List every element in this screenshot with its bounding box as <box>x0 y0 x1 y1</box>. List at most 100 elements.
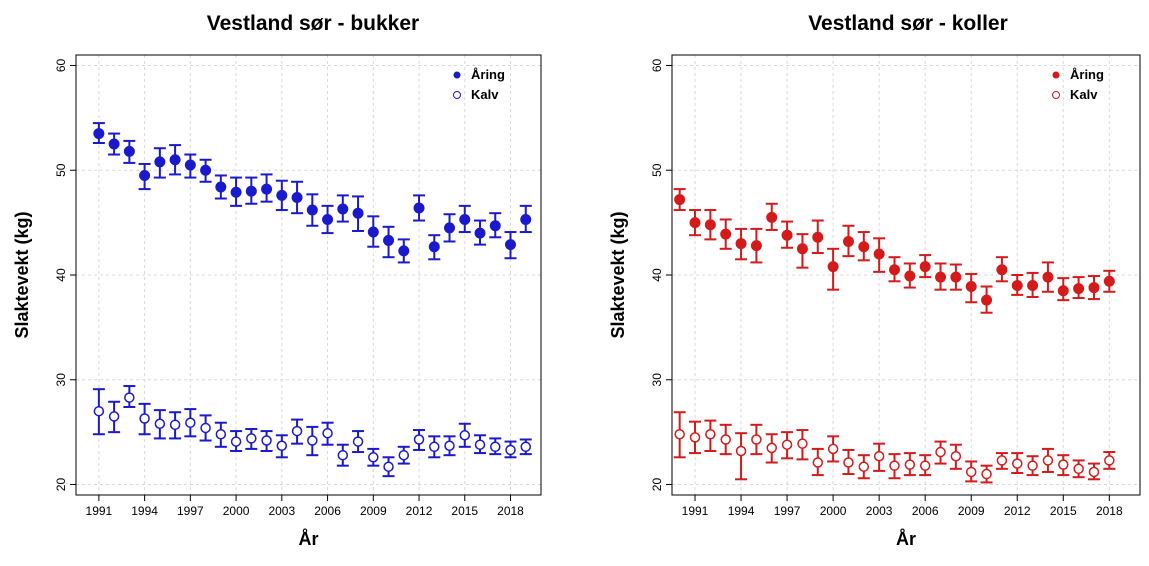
data-point-open <box>1042 455 1054 466</box>
data-point-open <box>169 419 181 431</box>
data-point-open <box>904 459 916 470</box>
data-point-open <box>965 466 977 478</box>
data-point-filled <box>505 239 517 251</box>
data-point-filled <box>750 240 762 252</box>
data-point-filled <box>965 281 977 293</box>
data-point-filled <box>184 159 196 171</box>
series-kalv <box>92 385 532 478</box>
data-point-open <box>766 442 777 454</box>
data-point-filled <box>935 271 947 283</box>
data-point-open <box>413 434 425 445</box>
data-point-open <box>751 434 762 445</box>
data-point-filled <box>367 226 379 238</box>
data-point-open <box>93 405 105 417</box>
data-point-open <box>996 455 1008 466</box>
x-tick-label: 2012 <box>1004 504 1031 518</box>
legend-marker-open <box>453 91 461 99</box>
data-point-open <box>1088 466 1100 478</box>
legend-label: Kalv <box>471 87 499 102</box>
y-tick-label: 30 <box>54 373 68 387</box>
data-point-filled <box>873 248 885 260</box>
data-point-filled <box>950 271 962 283</box>
data-point-open <box>919 460 931 471</box>
data-point-filled <box>459 213 471 225</box>
data-point-filled <box>444 222 456 234</box>
data-point-filled <box>812 231 824 243</box>
data-point-filled <box>1073 283 1085 295</box>
data-point-open <box>1058 459 1069 470</box>
data-point-filled <box>215 181 227 193</box>
x-tick-label: 2018 <box>1096 504 1123 518</box>
data-point-filled <box>827 261 839 273</box>
data-point-filled <box>489 220 501 232</box>
y-tick-label: 60 <box>650 58 664 72</box>
chart-panel-2: 1991 1994 1997 2000 2003 2006 2009 2012 2015 2018… <box>608 12 1141 549</box>
legend-marker-filled <box>453 71 461 79</box>
x-tick-label: 2006 <box>314 504 341 518</box>
data-point-open <box>154 418 166 430</box>
data-point-open <box>108 411 120 422</box>
data-point-filled <box>796 243 808 255</box>
data-point-filled <box>169 154 181 166</box>
data-point-open <box>735 445 747 457</box>
legend-marker-open <box>1052 91 1060 99</box>
data-point-filled <box>245 185 257 197</box>
x-axis-label: År <box>298 529 318 549</box>
chart-panel-1: 1991 1994 1997 2000 2003 2006 2009 2012 2015 2018… <box>12 12 542 549</box>
y-tick-label: 50 <box>54 163 68 177</box>
data-point-open <box>689 432 701 443</box>
legend: Åring Kalv <box>453 67 505 102</box>
data-point-filled <box>474 227 486 239</box>
x-tick-label: 2006 <box>912 504 939 518</box>
data-point-open <box>812 457 824 468</box>
data-point-filled <box>1103 275 1115 287</box>
data-point-open <box>124 392 135 403</box>
data-point-filled <box>1057 285 1069 297</box>
series-kalv <box>673 411 1116 484</box>
y-tick-label: 30 <box>650 373 664 387</box>
data-point-filled <box>735 238 747 250</box>
data-point-open <box>429 441 440 453</box>
x-tick-label: 2009 <box>958 504 985 518</box>
data-point-open <box>459 430 471 441</box>
legend-label: Åring <box>471 67 505 82</box>
data-point-filled <box>383 234 395 246</box>
data-point-open <box>950 450 962 462</box>
data-point-filled <box>781 229 793 241</box>
y-tick-label: 20 <box>54 478 68 492</box>
data-point-open <box>827 443 839 455</box>
legend-label: Åring <box>1070 67 1104 82</box>
data-point-open <box>858 461 870 472</box>
data-point-filled <box>428 241 440 253</box>
data-point-filled <box>306 204 318 216</box>
data-point-open <box>889 460 900 471</box>
series-aring <box>92 122 532 264</box>
y-tick-label: 50 <box>650 163 664 177</box>
y-tick-label: 40 <box>54 268 68 282</box>
data-point-open <box>215 428 227 440</box>
plot-frame <box>75 54 542 496</box>
data-point-open <box>276 440 288 452</box>
legend-label: Kalv <box>1070 87 1098 102</box>
x-axis-label: År <box>896 529 916 549</box>
data-point-open <box>383 461 394 472</box>
data-point-filled <box>842 235 854 247</box>
chart-title: Vestland sør - koller <box>808 12 1008 35</box>
data-point-open <box>490 441 501 453</box>
data-point-filled <box>230 186 242 198</box>
data-point-open <box>139 413 150 424</box>
data-point-filled <box>888 264 900 276</box>
data-point-filled <box>689 217 701 229</box>
data-point-open <box>873 450 885 462</box>
data-point-filled <box>276 189 288 201</box>
x-tick-label: 1994 <box>728 504 755 518</box>
data-point-filled <box>720 228 732 240</box>
y-axis-label: Slaktevekt (kg) <box>12 211 32 338</box>
data-point-filled <box>108 138 120 150</box>
data-point-open <box>843 457 854 468</box>
data-point-filled <box>352 207 364 219</box>
data-point-filled <box>1088 282 1100 294</box>
series-aring <box>673 188 1116 314</box>
